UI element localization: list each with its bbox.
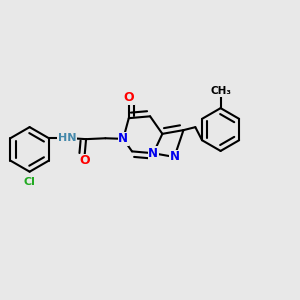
Text: O: O bbox=[79, 154, 90, 167]
Text: Cl: Cl bbox=[24, 176, 36, 187]
Text: O: O bbox=[124, 91, 134, 104]
Text: N: N bbox=[169, 151, 179, 164]
Text: HN: HN bbox=[58, 133, 76, 143]
Text: CH₃: CH₃ bbox=[210, 86, 231, 97]
Text: N: N bbox=[118, 132, 128, 146]
Text: N: N bbox=[148, 147, 158, 160]
